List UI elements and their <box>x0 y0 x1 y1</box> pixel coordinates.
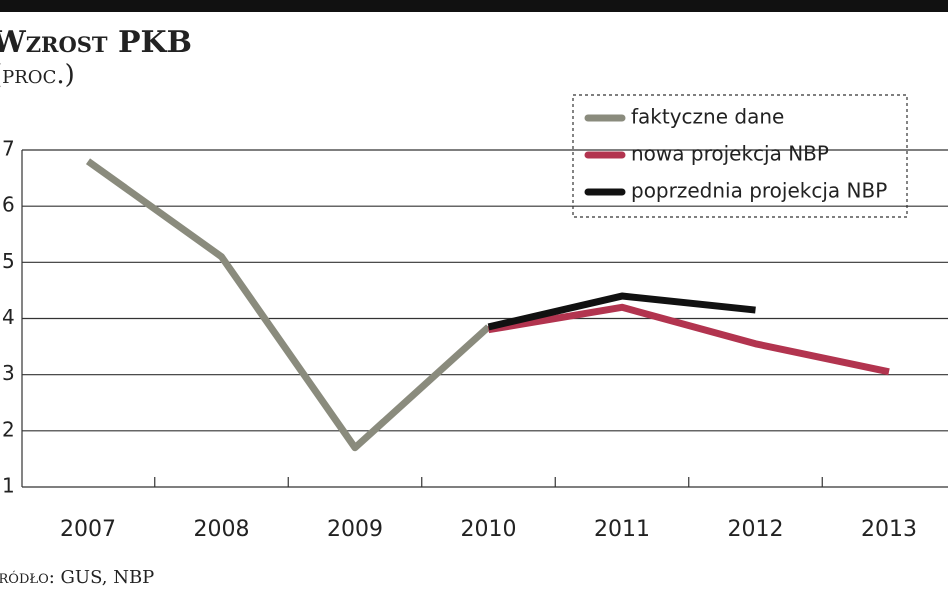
legend-label: nowa projekcja NBP <box>631 142 829 166</box>
line-series <box>487 303 890 376</box>
y-tick-label: 7 <box>2 137 15 161</box>
x-tick-label: 2013 <box>861 517 917 542</box>
y-tick-label: 3 <box>2 361 15 385</box>
y-tick-label: 1 <box>2 474 15 498</box>
legend-box <box>572 94 908 218</box>
x-tick-label: 2009 <box>327 517 383 542</box>
source: Źródło: GUS, NBP <box>0 565 154 588</box>
y-tick-label: 4 <box>2 305 15 329</box>
chart-title: Wzrost PKB <box>0 25 192 60</box>
legend-label: faktyczne dane <box>631 105 784 129</box>
legend-label: poprzednia projekcja NBP <box>631 179 887 203</box>
y-tick-label: 5 <box>2 249 15 273</box>
x-tick-label: 2008 <box>194 517 250 542</box>
y-tick-label: 2 <box>2 417 15 441</box>
x-tick-label: 2012 <box>728 517 784 542</box>
chart-subtitle: (proc.) <box>0 60 75 90</box>
x-tick-label: 2007 <box>60 517 116 542</box>
x-tick-label: 2010 <box>461 517 517 542</box>
top-bar <box>0 0 948 12</box>
line-series <box>85 158 491 452</box>
y-tick-label: 6 <box>2 193 15 217</box>
x-tick-label: 2011 <box>594 517 650 542</box>
line-series <box>487 292 756 331</box>
